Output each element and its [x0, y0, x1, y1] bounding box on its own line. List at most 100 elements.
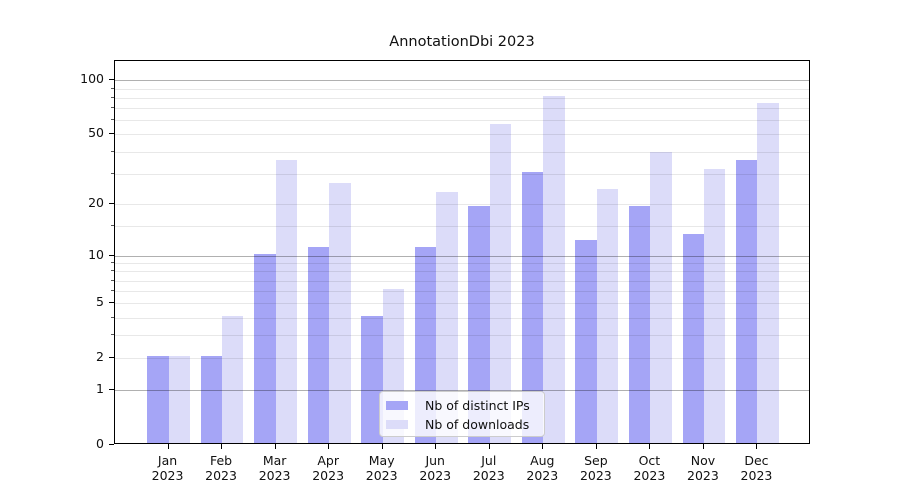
y-minor-tick-30: [111, 172, 114, 174]
x-tick-label-year: 2023: [205, 468, 237, 483]
y-minor-tick-80: [111, 96, 114, 98]
bar-distinct-ips-jul: [468, 206, 490, 443]
x-tick-label-year: 2023: [472, 468, 505, 483]
x-tick-jun: [435, 444, 437, 449]
y-minor-tick-70: [111, 107, 114, 109]
bars-layer: [115, 61, 809, 443]
x-tick-sep: [595, 444, 597, 449]
x-tick-label-year: 2023: [740, 468, 773, 483]
bar-downloads-dec: [757, 102, 779, 443]
minor-gridline-80: [115, 97, 809, 99]
x-tick-dec: [756, 444, 758, 449]
x-tick-label-jun: Jun 2023: [404, 453, 466, 483]
y-minor-tick-60: [111, 119, 114, 121]
y-tick-label-0: 0: [96, 436, 104, 451]
x-tick-label-nov: Nov 2023: [672, 453, 734, 483]
bar-distinct-ips-may: [361, 315, 383, 443]
minor-gridline-7: [115, 280, 809, 282]
y-tick-20: [109, 203, 114, 205]
y-tick-label-50: 50: [88, 125, 104, 141]
legend-swatch-distinct-ips: [386, 401, 408, 410]
x-tick-jul: [488, 444, 490, 449]
bar-downloads-feb: [222, 315, 244, 443]
y-tick-10: [109, 254, 114, 256]
y-minor-tick-4: [111, 316, 114, 318]
bar-downloads-apr: [329, 182, 351, 443]
x-tick-label-feb: Feb 2023: [190, 453, 252, 483]
y-tick-label-2: 2: [96, 349, 104, 365]
bar-distinct-ips-nov: [682, 234, 704, 443]
bar-distinct-ips-feb: [200, 356, 223, 443]
y-tick-100: [109, 79, 114, 81]
y-minor-tick-3: [111, 334, 114, 336]
x-tick-label-year: 2023: [633, 468, 666, 483]
x-tick-label-year: 2023: [579, 468, 612, 483]
major-gridline-100: [115, 80, 809, 82]
y-tick-label-10: 10: [88, 246, 104, 262]
y-minor-tick-6: [111, 290, 114, 292]
plot-area: [114, 60, 810, 444]
minor-gridline-30: [115, 173, 809, 175]
chart-title: AnnotationDbi 2023: [389, 34, 535, 50]
x-tick-label-year: 2023: [365, 468, 398, 483]
y-minor-tick-15: [111, 224, 114, 226]
minor-gridline-4: [115, 317, 809, 319]
minor-gridline-90: [115, 88, 809, 90]
bar-distinct-ips-apr: [307, 246, 330, 443]
x-tick-label-dec: Dec 2023: [725, 453, 787, 483]
legend-item-downloads: Nb of downloads: [380, 415, 544, 434]
y-minor-tick-7: [111, 279, 114, 281]
y-minor-tick-90: [111, 87, 114, 89]
minor-gridline-6: [115, 291, 809, 293]
x-tick-label-may: May 2023: [351, 453, 413, 483]
legend: Nb of distinct IPs Nb of downloads: [379, 391, 545, 437]
y-tick-label-20: 20: [88, 195, 104, 211]
bar-distinct-ips-oct: [628, 206, 651, 443]
x-tick-mar: [274, 444, 276, 449]
minor-gridline-2: [115, 358, 809, 360]
minor-gridline-40: [115, 151, 809, 153]
legend-item-distinct-ips: Nb of distinct IPs: [380, 396, 544, 415]
x-tick-apr: [328, 444, 330, 449]
x-tick-may: [381, 444, 383, 449]
x-tick-label-jan: Jan 2023: [137, 453, 199, 483]
bar-distinct-ips-sep: [575, 240, 597, 443]
x-tick-label-year: 2023: [526, 468, 559, 483]
bar-downloads-jan: [168, 356, 190, 443]
bar-distinct-ips-jan: [147, 356, 169, 443]
x-tick-label-oct: Oct 2023: [618, 453, 680, 483]
major-gridline-1: [115, 390, 809, 392]
minor-gridline-5: [115, 303, 809, 305]
bar-downloads-jun: [436, 191, 458, 443]
bar-downloads-jul: [489, 123, 512, 443]
grid-layer: [115, 61, 809, 443]
x-tick-label-apr: Apr 2023: [297, 453, 359, 483]
y-tick-label-100: 100: [80, 71, 104, 87]
minor-gridline-15: [115, 225, 809, 227]
x-tick-label-year: 2023: [687, 468, 719, 483]
bar-downloads-aug: [543, 95, 565, 443]
minor-gridline-20: [115, 204, 809, 206]
x-tick-label-aug: Aug 2023: [511, 453, 573, 483]
x-tick-label-year: 2023: [151, 468, 184, 483]
bar-downloads-mar: [275, 159, 298, 443]
legend-label-downloads: Nb of downloads: [425, 417, 530, 432]
bar-distinct-ips-mar: [254, 253, 276, 443]
bar-downloads-nov: [703, 169, 726, 443]
minor-gridline-3: [115, 335, 809, 337]
x-tick-nov: [702, 444, 704, 449]
y-tick-1: [109, 389, 114, 391]
bar-distinct-ips-aug: [521, 171, 544, 443]
y-minor-tick-40: [111, 150, 114, 152]
minor-gridline-9: [115, 263, 809, 265]
y-tick-label-1: 1: [96, 381, 104, 397]
y-tick-0: [109, 444, 114, 445]
bar-downloads-oct: [650, 151, 672, 443]
x-tick-jan: [167, 444, 169, 449]
bar-distinct-ips-dec: [736, 159, 758, 443]
minor-gridline-60: [115, 120, 809, 122]
major-gridline-10: [115, 255, 809, 257]
x-tick-oct: [649, 444, 651, 449]
y-tick-5: [109, 302, 114, 304]
